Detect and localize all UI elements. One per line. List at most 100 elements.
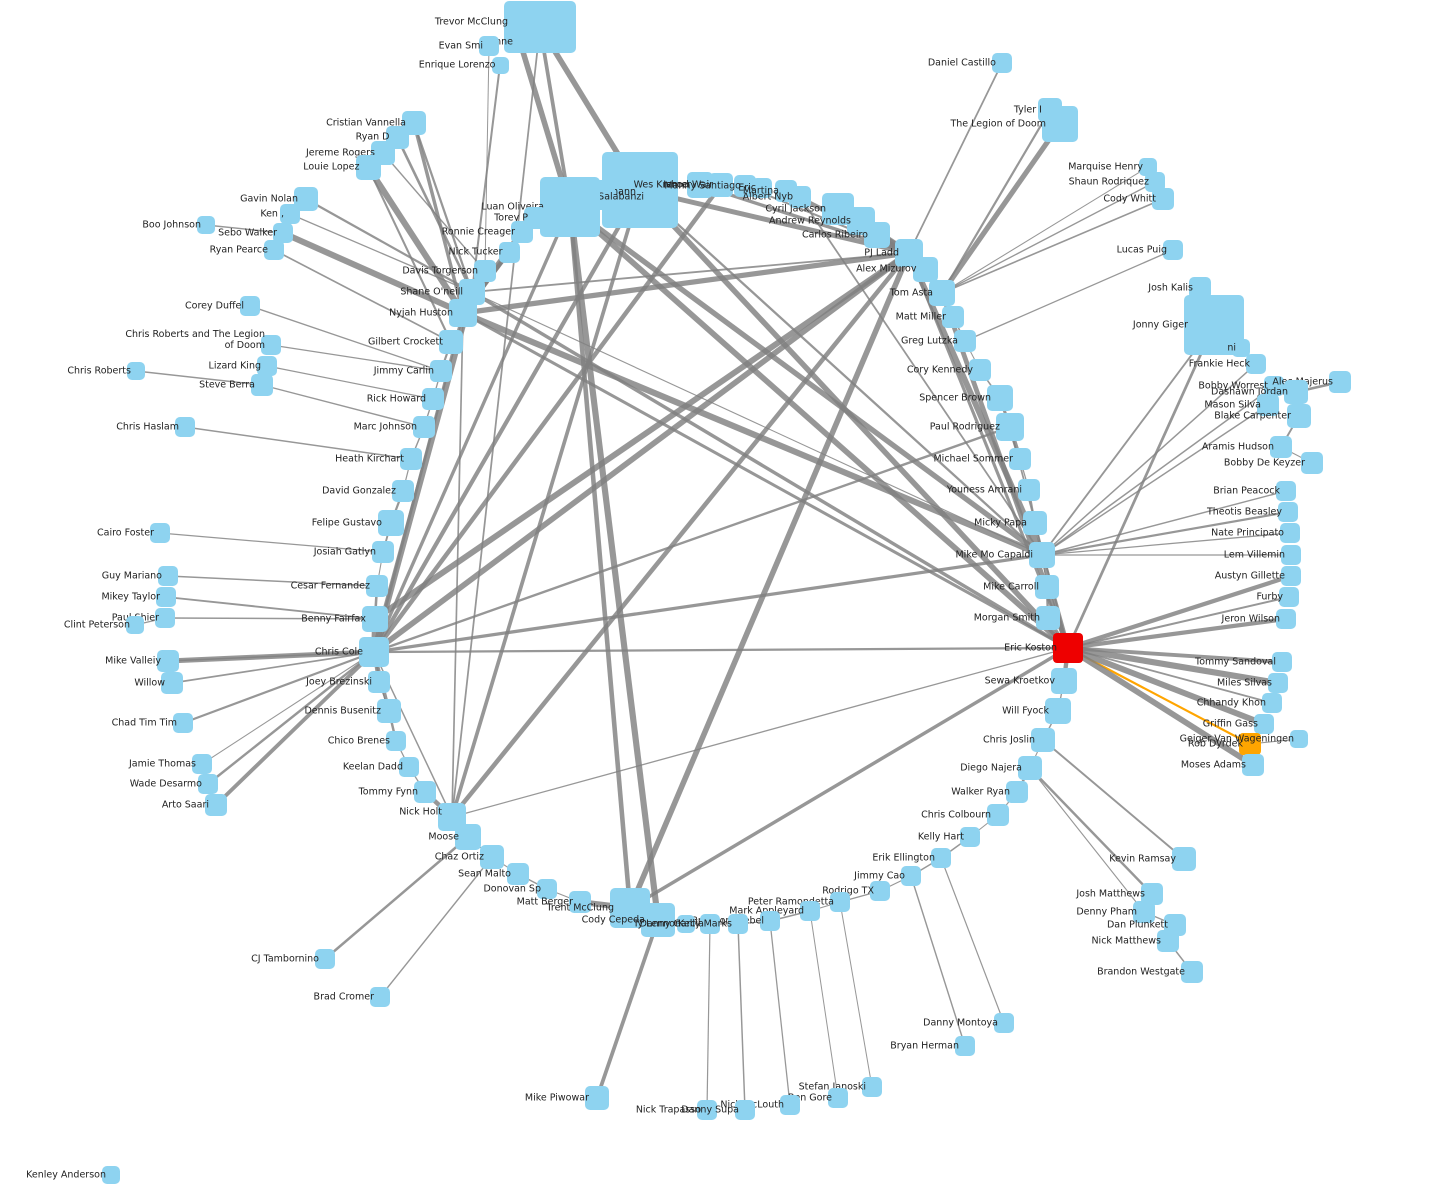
graph-node[interactable] — [155, 608, 175, 628]
graph-node[interactable] — [1035, 575, 1059, 599]
graph-node[interactable] — [929, 280, 955, 306]
graph-node[interactable] — [455, 824, 481, 850]
graph-node[interactable] — [198, 774, 218, 794]
graph-node[interactable] — [156, 587, 176, 607]
graph-node[interactable] — [362, 606, 388, 632]
graph-node[interactable] — [735, 1100, 755, 1120]
graph-node[interactable] — [386, 731, 406, 751]
graph-node[interactable] — [1036, 606, 1060, 630]
graph-node[interactable] — [1152, 188, 1174, 210]
graph-node[interactable] — [158, 566, 178, 586]
graph-node[interactable] — [392, 480, 414, 502]
graph-node[interactable] — [205, 794, 227, 816]
graph-node[interactable] — [1276, 609, 1296, 629]
graph-node[interactable] — [1281, 566, 1301, 586]
graph-node[interactable] — [955, 1036, 975, 1056]
graph-node[interactable] — [413, 416, 435, 438]
graph-node[interactable] — [1262, 693, 1282, 713]
graph-node[interactable] — [150, 523, 170, 543]
graph-node[interactable] — [377, 699, 401, 723]
graph-node[interactable] — [960, 827, 980, 847]
graph-node[interactable] — [864, 222, 890, 248]
graph-node[interactable] — [102, 1166, 120, 1184]
graph-node[interactable] — [366, 575, 388, 597]
graph-node[interactable] — [728, 914, 748, 934]
graph-node[interactable] — [1029, 542, 1055, 568]
graph-node[interactable] — [1290, 730, 1308, 748]
graph-node[interactable] — [359, 637, 389, 667]
graph-node[interactable] — [1239, 733, 1261, 755]
graph-node[interactable] — [994, 1013, 1014, 1033]
graph-node[interactable] — [700, 914, 720, 934]
graph-node[interactable] — [370, 987, 390, 1007]
graph-node[interactable] — [800, 901, 820, 921]
graph-node[interactable] — [1329, 371, 1351, 393]
graph-node[interactable] — [491, 56, 509, 74]
graph-node[interactable] — [585, 1086, 609, 1110]
graph-node[interactable] — [969, 359, 991, 381]
graph-node[interactable] — [439, 330, 463, 354]
graph-node[interactable] — [1254, 714, 1274, 734]
graph-node[interactable] — [261, 335, 281, 355]
graph-node[interactable] — [1045, 698, 1071, 724]
graph-node[interactable] — [1257, 394, 1279, 416]
graph-node[interactable] — [1018, 756, 1042, 780]
graph-node[interactable] — [509, 31, 531, 53]
graph-node[interactable] — [1051, 668, 1077, 694]
graph-node[interactable] — [569, 891, 591, 913]
graph-node[interactable] — [1181, 961, 1203, 983]
graph-node[interactable] — [1270, 436, 1292, 458]
graph-node[interactable] — [498, 241, 520, 263]
graph-node[interactable] — [368, 671, 390, 693]
graph-node[interactable] — [1031, 728, 1055, 752]
graph-node[interactable] — [942, 306, 964, 328]
graph-node[interactable] — [273, 223, 293, 243]
graph-node[interactable] — [780, 1095, 800, 1115]
graph-node[interactable] — [1172, 847, 1196, 871]
graph-node[interactable] — [511, 221, 533, 243]
graph-node[interactable] — [1023, 511, 1047, 535]
graph-node[interactable] — [1287, 404, 1311, 428]
graph-node[interactable] — [954, 330, 976, 352]
graph-node[interactable] — [1042, 106, 1078, 142]
graph-node[interactable] — [157, 650, 179, 672]
graph-node[interactable] — [430, 360, 452, 382]
graph-node[interactable] — [862, 1077, 882, 1097]
graph-node[interactable] — [1232, 339, 1250, 357]
graph-node[interactable] — [1139, 158, 1157, 176]
graph-node[interactable] — [264, 240, 284, 260]
graph-node[interactable] — [996, 413, 1024, 441]
graph-node[interactable] — [641, 903, 675, 937]
graph-node[interactable] — [414, 781, 436, 803]
graph-node[interactable] — [687, 172, 713, 198]
graph-node[interactable] — [1006, 781, 1028, 803]
graph-node[interactable] — [192, 754, 212, 774]
graph-node[interactable] — [1009, 448, 1031, 470]
graph-node[interactable] — [828, 1088, 848, 1108]
graph-node[interactable] — [480, 845, 504, 869]
graph-node[interactable] — [697, 1100, 717, 1120]
graph-node[interactable] — [1279, 587, 1299, 607]
graph-node[interactable] — [1284, 380, 1308, 404]
graph-node[interactable] — [1242, 754, 1264, 776]
graph-node[interactable] — [1133, 901, 1155, 923]
graph-node[interactable] — [422, 388, 444, 410]
graph-node[interactable] — [355, 154, 381, 180]
graph-node[interactable] — [1163, 240, 1183, 260]
graph-node[interactable] — [240, 296, 260, 316]
graph-node[interactable] — [987, 804, 1009, 826]
graph-node[interactable] — [1268, 673, 1288, 693]
graph-node[interactable] — [507, 863, 529, 885]
graph-node[interactable] — [789, 186, 811, 208]
graph-node[interactable] — [173, 713, 193, 733]
graph-node[interactable] — [734, 175, 756, 197]
graph-node[interactable] — [931, 848, 951, 868]
graph-node[interactable] — [378, 510, 404, 536]
graph-node[interactable] — [830, 892, 850, 912]
graph-node[interactable] — [127, 362, 145, 380]
graph-node[interactable] — [901, 866, 921, 886]
graph-node[interactable] — [1157, 930, 1179, 952]
graph-node[interactable] — [870, 881, 890, 901]
graph-node[interactable] — [257, 356, 277, 376]
graph-node[interactable] — [1141, 883, 1163, 905]
